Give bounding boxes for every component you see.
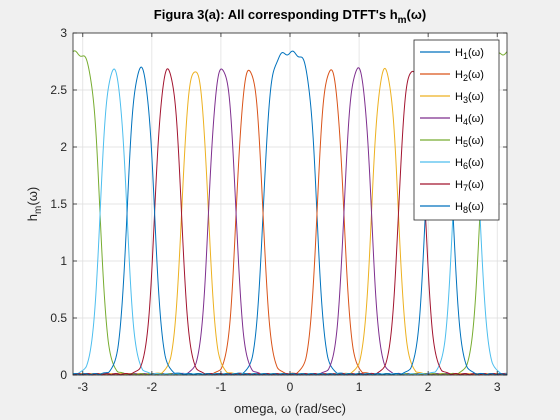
x-tick-label: 3 [494, 380, 501, 394]
y-tick-label: 2 [60, 140, 67, 154]
x-tick-label: 1 [356, 380, 363, 394]
x-tick-label: -3 [77, 380, 88, 394]
x-tick-label: 2 [425, 380, 432, 394]
chart-title: Figura 3(a): All corresponding DTFT's hm… [154, 7, 426, 26]
legend: H1(ω) H2(ω) H3(ω) H4(ω) H5(ω) H6(ω) H7(ω) H8(ω) [413, 39, 500, 221]
x-axis-label: omega, ω (rad/sec) [234, 401, 346, 416]
ylabel-suffix: (ω) [25, 187, 40, 206]
legend-entry-h7: H7(ω) [455, 179, 484, 193]
title-suffix: (ω) [407, 7, 427, 22]
x-tick-label: 0 [287, 380, 294, 394]
ticks: -3 -2 -1 0 1 2 3 0 0.5 1 1.5 2 2.5 3 [50, 26, 507, 394]
legend-entry-h6: H6(ω) [455, 157, 484, 171]
ylabel-main: h [25, 214, 40, 221]
legend-box [413, 39, 500, 221]
ylabel-subscript: m [33, 206, 44, 214]
y-tick-label: 1 [60, 254, 67, 268]
legend-entry-h3: H3(ω) [455, 91, 484, 105]
legend-entry-h8: H8(ω) [455, 201, 484, 215]
legend-entry-h5: H5(ω) [455, 135, 484, 149]
legend-entry-h1: H1(ω) [455, 47, 484, 61]
x-tick-label: -1 [216, 380, 227, 394]
title-main: Figura 3(a): All corresponding DTFT's h [154, 7, 398, 22]
y-axis-label: hm(ω) [25, 187, 44, 221]
y-tick-label: 1.5 [50, 197, 67, 211]
y-tick-label: 0.5 [50, 311, 67, 325]
y-tick-label: 0 [60, 368, 67, 382]
y-tick-label: 3 [60, 26, 67, 40]
y-tick-label: 2.5 [50, 83, 67, 97]
title-subscript: m [398, 15, 407, 26]
x-tick-label: -2 [147, 380, 158, 394]
legend-entry-h4: H4(ω) [455, 113, 484, 127]
legend-entry-h2: H2(ω) [455, 69, 484, 83]
